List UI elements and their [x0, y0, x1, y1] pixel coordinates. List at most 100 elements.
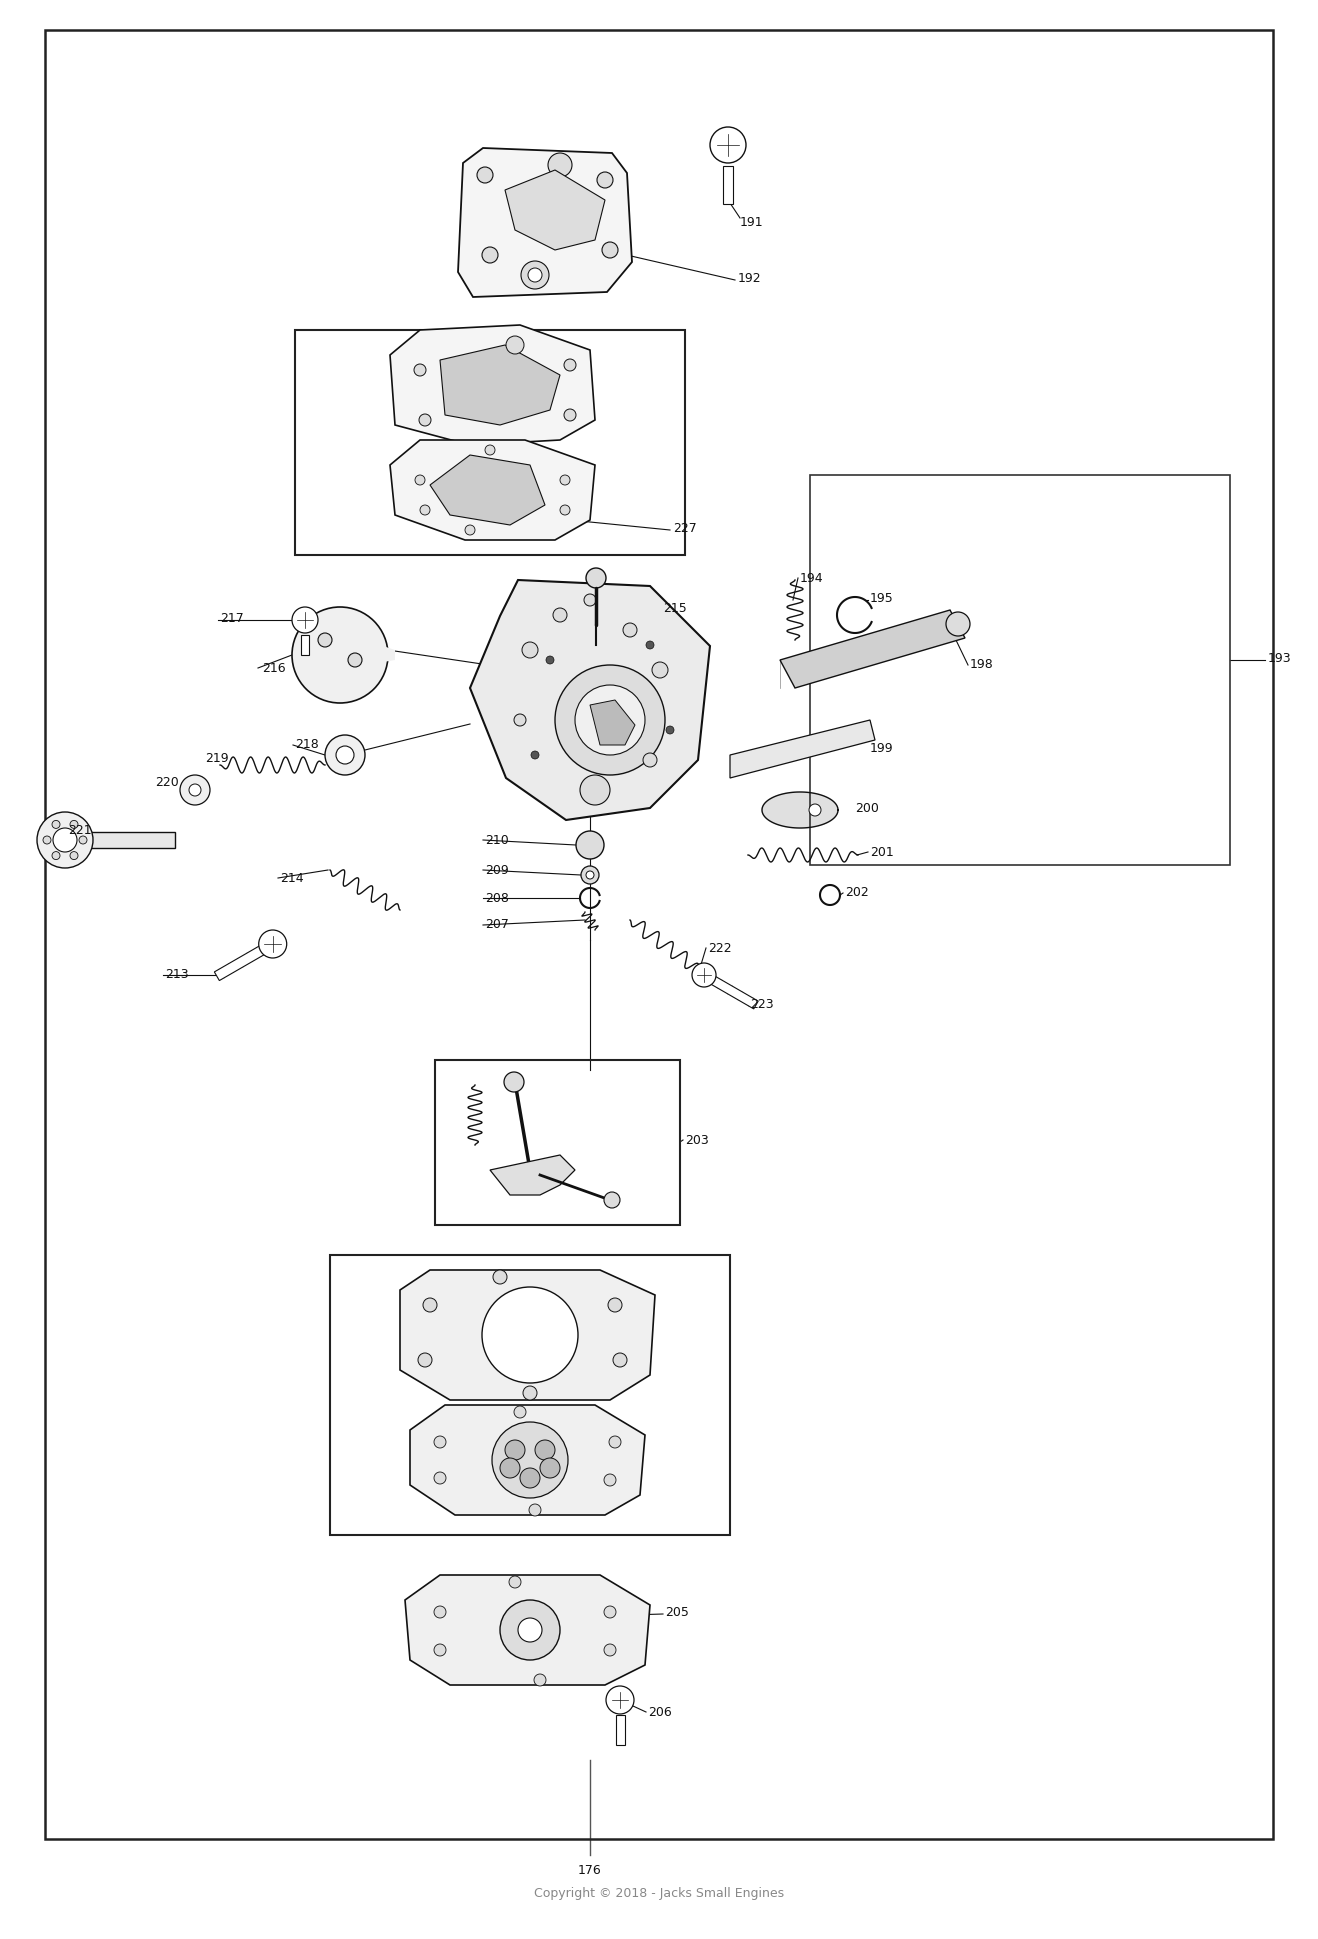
Text: 198: 198	[970, 659, 994, 671]
Circle shape	[418, 1353, 432, 1367]
Circle shape	[608, 1297, 622, 1313]
Bar	[435, 1061, 680, 1225]
Circle shape	[477, 167, 493, 182]
Circle shape	[548, 153, 572, 176]
Polygon shape	[45, 832, 175, 847]
Circle shape	[597, 173, 613, 188]
Circle shape	[492, 1421, 568, 1499]
Circle shape	[560, 475, 569, 485]
Circle shape	[514, 1406, 526, 1417]
Circle shape	[53, 828, 76, 851]
Polygon shape	[724, 167, 733, 204]
Circle shape	[51, 820, 61, 828]
Circle shape	[531, 750, 539, 758]
Polygon shape	[215, 938, 275, 981]
Circle shape	[576, 832, 604, 859]
Circle shape	[581, 867, 598, 884]
Circle shape	[258, 931, 287, 958]
Text: 217: 217	[220, 611, 244, 624]
Polygon shape	[405, 1574, 650, 1685]
Polygon shape	[440, 345, 560, 425]
Polygon shape	[590, 700, 635, 745]
Text: 223: 223	[750, 999, 774, 1012]
Circle shape	[575, 684, 645, 754]
Circle shape	[420, 504, 430, 516]
Circle shape	[602, 242, 618, 258]
Text: 195: 195	[870, 591, 894, 605]
Circle shape	[514, 714, 526, 725]
Circle shape	[692, 964, 716, 987]
Circle shape	[465, 525, 474, 535]
Circle shape	[523, 1386, 536, 1400]
Text: 206: 206	[648, 1706, 672, 1718]
Circle shape	[604, 1644, 616, 1656]
Circle shape	[434, 1644, 445, 1656]
Polygon shape	[390, 326, 594, 444]
Text: 200: 200	[855, 801, 879, 814]
Circle shape	[604, 1605, 616, 1617]
Circle shape	[485, 444, 496, 456]
Circle shape	[181, 776, 210, 805]
Polygon shape	[490, 1156, 575, 1194]
Circle shape	[434, 1605, 445, 1617]
Text: 213: 213	[165, 968, 188, 981]
Circle shape	[482, 1287, 579, 1383]
Text: 220: 220	[156, 776, 179, 789]
Circle shape	[336, 747, 355, 764]
Polygon shape	[616, 1714, 625, 1745]
Polygon shape	[390, 440, 594, 539]
Circle shape	[529, 268, 542, 281]
Circle shape	[521, 1468, 540, 1487]
Circle shape	[560, 504, 569, 516]
Text: 219: 219	[206, 752, 228, 764]
Text: 227: 227	[673, 522, 697, 535]
Circle shape	[604, 1192, 619, 1208]
Text: 205: 205	[666, 1605, 689, 1619]
Text: 199: 199	[870, 741, 894, 754]
Polygon shape	[780, 611, 965, 688]
Bar	[295, 330, 685, 555]
Circle shape	[518, 1617, 542, 1642]
Circle shape	[580, 776, 610, 805]
Circle shape	[534, 1673, 546, 1687]
Circle shape	[623, 622, 637, 638]
Circle shape	[587, 871, 594, 878]
Circle shape	[535, 1441, 555, 1460]
Circle shape	[37, 812, 94, 869]
Circle shape	[643, 752, 656, 768]
Circle shape	[500, 1458, 521, 1478]
Text: 202: 202	[845, 886, 869, 900]
Circle shape	[415, 475, 424, 485]
Circle shape	[609, 1437, 621, 1448]
Circle shape	[521, 262, 550, 289]
Circle shape	[51, 851, 61, 859]
Text: 176: 176	[579, 1863, 602, 1877]
Circle shape	[604, 1474, 616, 1485]
Circle shape	[555, 665, 666, 776]
Text: 191: 191	[739, 215, 763, 229]
Circle shape	[70, 851, 78, 859]
Polygon shape	[365, 640, 395, 665]
Circle shape	[70, 820, 78, 828]
Circle shape	[522, 642, 538, 657]
Circle shape	[540, 1458, 560, 1478]
Circle shape	[564, 409, 576, 421]
Polygon shape	[410, 1406, 645, 1514]
Polygon shape	[471, 580, 710, 820]
Polygon shape	[762, 791, 838, 828]
Circle shape	[419, 415, 431, 427]
Polygon shape	[430, 456, 546, 525]
Circle shape	[509, 1576, 521, 1588]
Circle shape	[326, 735, 365, 776]
Text: 193: 193	[1268, 652, 1292, 665]
Circle shape	[482, 246, 498, 264]
Bar	[811, 475, 1230, 865]
Circle shape	[318, 632, 332, 648]
Circle shape	[564, 359, 576, 370]
Circle shape	[546, 655, 554, 663]
Polygon shape	[399, 1270, 655, 1400]
Circle shape	[188, 783, 202, 797]
Circle shape	[646, 642, 654, 650]
Circle shape	[710, 126, 746, 163]
Circle shape	[666, 725, 673, 735]
